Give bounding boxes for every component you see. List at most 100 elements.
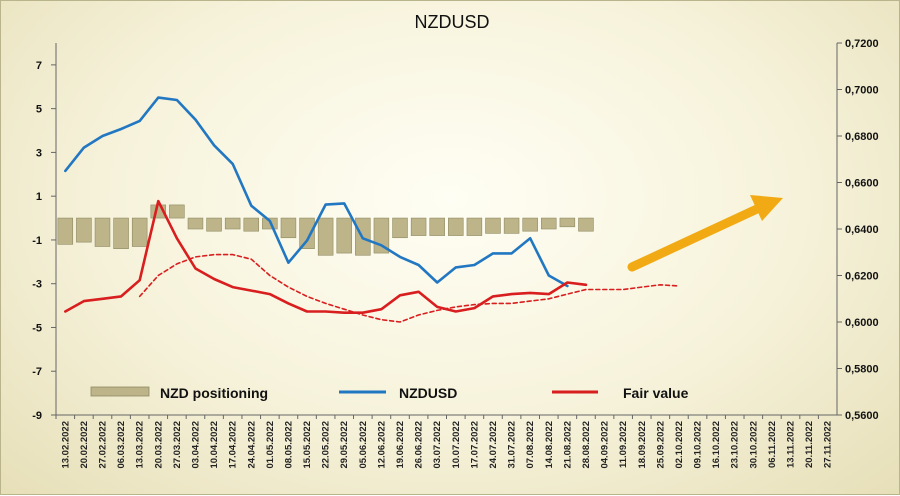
positioning-bar (169, 204, 185, 219)
x-tick-label: 17.04.2022 (228, 421, 239, 469)
positioning-bars (57, 204, 594, 256)
nzdusd-line (64, 96, 569, 288)
x-tick-label: 03.04.2022 (190, 421, 201, 469)
x-tick-label: 20.02.2022 (79, 421, 90, 469)
positioning-bar (522, 217, 538, 232)
right-tick-label: 0,6800 (845, 131, 879, 143)
x-tick-label: 06.11.2022 (767, 421, 778, 468)
legend: NZD positioning NZDUSD Fair value (90, 385, 689, 401)
right-tick-label: 0,7200 (845, 38, 879, 50)
x-tick-label: 23.10.2022 (730, 421, 741, 469)
right-tick-label: 0,6400 (845, 224, 879, 236)
positioning-bar (224, 217, 241, 230)
x-tick-label: 11.09.2022 (618, 421, 629, 468)
x-tick-label: 21.08.2022 (562, 421, 573, 469)
x-tick-label: 13.03.2022 (135, 421, 146, 469)
x-tick-label: 13.11.2022 (786, 421, 797, 468)
positioning-bar (429, 217, 445, 236)
right-tick-label: 0,6000 (845, 317, 879, 329)
legend-label-fair-value: Fair value (623, 385, 689, 401)
right-tick-label: 0,5600 (845, 410, 879, 422)
x-tick-label: 08.05.2022 (283, 421, 294, 469)
trend-arrow-head (750, 195, 783, 221)
x-tick-label: 10.07.2022 (451, 421, 462, 469)
series-lines (64, 96, 680, 323)
x-tick-label: 29.05.2022 (339, 421, 350, 469)
right-tick-label: 0,6200 (845, 271, 879, 283)
positioning-bar (206, 217, 222, 232)
left-tick-label: 3 (36, 147, 42, 159)
positioning-bar (336, 217, 352, 254)
legend-label-nzdusd: NZDUSD (399, 385, 457, 401)
x-tick-label: 27.11.2022 (823, 421, 834, 468)
positioning-bar (187, 217, 204, 230)
fair-value-trend-line (138, 253, 680, 323)
x-tick-label: 24.07.2022 (488, 421, 499, 469)
x-tick-label: 27.03.2022 (172, 421, 183, 469)
positioning-bar (541, 217, 557, 230)
positioning-bar (578, 217, 594, 232)
x-tick-label: 26.06.2022 (414, 421, 425, 469)
left-tick-label: -9 (32, 410, 42, 422)
x-tick-label: 16.10.2022 (711, 421, 722, 469)
x-tick-label: 14.08.2022 (544, 421, 555, 469)
x-tick-label: 22.05.2022 (321, 421, 332, 469)
x-tick-label: 17.07.2022 (469, 421, 480, 469)
positioning-bar (503, 217, 520, 234)
left-tick-label: 7 (36, 60, 42, 72)
legend-label-positioning: NZD positioning (160, 385, 268, 401)
left-tick-label: -3 (32, 279, 42, 291)
x-tick-label: 12.06.2022 (376, 421, 387, 469)
x-tick-label: 06.03.2022 (116, 421, 127, 469)
x-tick-label: 13.02.2022 (60, 421, 71, 469)
x-tick-label: 04.09.2022 (600, 421, 611, 469)
x-tick-label: 25.09.2022 (655, 421, 666, 469)
left-tick-label: 5 (36, 104, 42, 116)
positioning-bar (113, 217, 129, 249)
positioning-bar (466, 217, 483, 236)
x-tick-label: 27.02.2022 (97, 421, 108, 469)
fair-value-line (64, 199, 588, 315)
positioning-bar (131, 217, 148, 247)
positioning-bar (559, 217, 576, 228)
x-tick-label: 20.11.2022 (804, 421, 815, 468)
left-tick-label: 1 (36, 191, 42, 203)
left-tick-label: -5 (32, 322, 42, 334)
positioning-bar (485, 217, 501, 234)
axes-layer: 7 5 3 1 -1 -3 -5 -7 -9 0,7200 0,7000 0,6800 0,6600 0,… (32, 38, 878, 469)
x-tick-label: 02.10.2022 (674, 421, 685, 469)
right-tick-label: 0,6600 (845, 178, 879, 190)
x-tick-label: 31.07.2022 (507, 421, 518, 469)
x-tick-label: 10.04.2022 (209, 421, 220, 469)
positioning-bar (57, 217, 74, 245)
positioning-bar (410, 217, 427, 236)
x-tick-label: 24.04.2022 (246, 421, 257, 469)
right-tick-label: 0,7000 (845, 85, 879, 97)
positioning-bar (299, 217, 315, 249)
x-tick-label: 30.10.2022 (748, 421, 759, 469)
x-tick-label: 07.08.2022 (525, 421, 536, 469)
left-tick-label: -1 (32, 235, 42, 247)
chart-title: NZDUSD (415, 12, 490, 32)
x-tick-label: 20.03.2022 (153, 421, 164, 469)
x-tick-label: 18.09.2022 (637, 421, 648, 469)
x-tick-label: 05.06.2022 (358, 421, 369, 469)
positioning-bar (317, 217, 334, 256)
positioning-bar (94, 217, 111, 247)
positioning-bar (243, 217, 259, 232)
x-tick-label: 03.07.2022 (432, 421, 443, 469)
left-tick-label: -7 (32, 366, 42, 378)
trend-arrow (627, 195, 783, 272)
trend-arrow-shaft (627, 204, 762, 272)
x-tick-label: 19.06.2022 (395, 421, 406, 469)
x-tick-label: 28.08.2022 (581, 421, 592, 469)
legend-swatch-positioning (90, 386, 150, 397)
positioning-bar (76, 217, 92, 243)
x-tick-label: 09.10.2022 (693, 421, 704, 469)
x-tick-label: 15.05.2022 (302, 421, 313, 469)
x-tick-label: 01.05.2022 (265, 421, 276, 469)
positioning-bar (280, 217, 297, 239)
positioning-bar (448, 217, 464, 236)
